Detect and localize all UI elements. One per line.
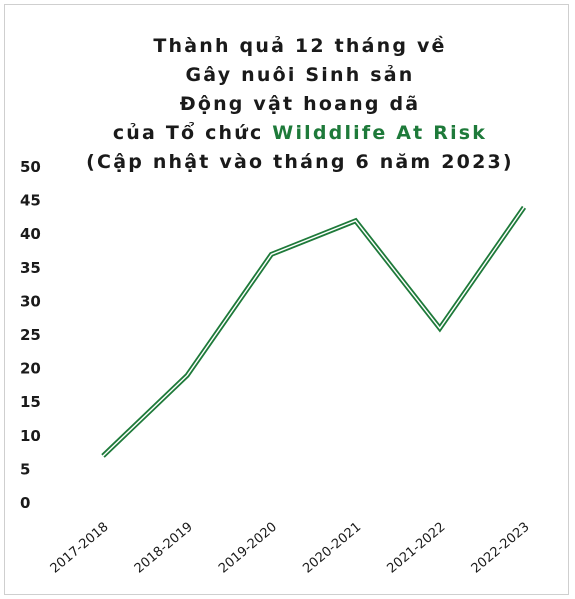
chart-title: Thành quả 12 tháng về Gây nuôi Sinh sản … <box>40 32 560 177</box>
title-line-4: của Tổ chức Wilddlife At Risk <box>40 119 560 148</box>
y-tick-label: 0 <box>20 494 30 512</box>
series-line <box>101 205 527 458</box>
series-line-inner <box>102 206 525 457</box>
chart-frame <box>4 4 569 595</box>
x-tick-label: 2018-2019 <box>132 520 196 577</box>
title-line-4-prefix: của Tổ chức <box>112 122 273 144</box>
y-tick-label: 40 <box>20 225 41 243</box>
data-point <box>269 252 273 256</box>
y-axis-ticks: 0 5 10 15 20 25 30 35 40 45 50 <box>20 158 41 512</box>
title-line-5: (Cập nhật vào tháng 6 năm 2023) <box>86 151 514 173</box>
y-tick-label: 20 <box>20 360 41 378</box>
x-axis-ticks: 2017-2018 2018-2019 2019-2020 2020-2021 2021… <box>48 520 533 577</box>
y-tick-label: 35 <box>20 259 41 277</box>
y-tick-label: 5 <box>20 460 30 478</box>
title-brand: Wilddlife At Risk <box>272 122 488 144</box>
y-tick-label: 15 <box>20 393 41 411</box>
data-point <box>522 205 526 209</box>
y-tick-label: 10 <box>20 427 41 445</box>
x-tick-label: 2019-2020 <box>216 520 280 577</box>
x-tick-label: 2020-2021 <box>300 520 364 577</box>
data-point <box>185 373 189 377</box>
x-tick-label: 2017-2018 <box>48 520 112 577</box>
data-point <box>438 326 442 330</box>
x-tick-label: 2022-2023 <box>469 520 533 577</box>
y-tick-label: 50 <box>20 158 41 176</box>
title-line-1: Thành quả 12 tháng về <box>153 35 447 57</box>
x-tick-label: 2021-2022 <box>384 520 448 577</box>
title-line-2: Gây nuôi Sinh sản <box>185 64 415 86</box>
y-tick-label: 25 <box>20 326 41 344</box>
y-tick-label: 45 <box>20 192 41 210</box>
title-line-3: Động vật hoang dã <box>179 93 421 115</box>
series-line-outer <box>101 205 527 458</box>
data-point <box>101 454 105 458</box>
y-tick-label: 30 <box>20 292 41 310</box>
data-point <box>354 219 358 223</box>
